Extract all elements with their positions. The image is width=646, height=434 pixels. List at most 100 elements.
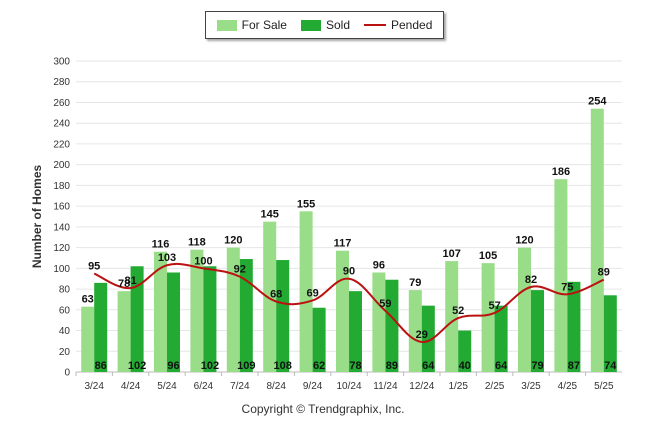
legend-swatch-sold [300,19,321,31]
x-tick-label: 7/24 [230,381,250,392]
bar-for-sale [518,247,531,372]
x-tick-label: 5/25 [594,381,614,392]
x-tick-label: 2/25 [485,381,505,392]
y-tick-label: 260 [53,98,70,109]
data-label-pended: 68 [270,289,282,301]
x-tick-label: 11/24 [373,381,398,392]
bar-sold [494,305,508,372]
data-label-pended: 75 [561,281,573,293]
bar-sold [421,305,435,372]
data-label-for-sale: 79 [409,277,421,289]
bar-for-sale [445,261,459,372]
bar-sold [130,266,144,372]
data-label-for-sale: 117 [334,238,352,250]
data-label-sold: 87 [568,360,580,372]
data-label-pended: 82 [525,274,537,286]
y-tick-label: 80 [59,285,71,296]
data-label-sold: 79 [531,360,543,372]
data-label-for-sale: 120 [515,235,533,247]
y-tick-label: 180 [53,181,70,192]
data-label-for-sale: 186 [552,166,570,178]
legend-swatch-pended [364,24,386,26]
data-label-sold: 102 [128,360,146,372]
y-tick-label: 140 [53,222,70,233]
bar-sold [239,259,253,372]
y-tick-label: 220 [53,139,70,150]
x-tick-label: 12/24 [409,381,434,392]
data-label-pended: 69 [306,287,318,299]
legend-item-sold[interactable]: Sold [300,18,350,32]
bar-sold [167,272,180,372]
data-label-pended: 52 [452,305,464,317]
legend-item-pended[interactable]: Pended [364,18,432,32]
data-label-for-sale: 120 [224,235,242,247]
data-label-sold: 78 [349,360,361,372]
x-tick-label: 4/24 [121,381,141,392]
data-label-pended: 89 [598,267,610,279]
data-label-for-sale: 96 [373,259,385,271]
data-label-sold: 64 [422,360,435,372]
x-tick-label: 9/24 [303,381,323,392]
data-label-sold: 64 [495,360,508,372]
data-label-sold: 109 [237,360,255,372]
bar-sold [276,260,290,372]
y-tick-label: 0 [64,368,70,379]
bar-for-sale [81,306,95,372]
bar-sold [203,266,217,372]
bar-sold [567,281,581,372]
x-tick-label: 3/24 [84,381,104,392]
bar-for-sale [190,249,204,372]
line-pended [93,262,605,343]
y-axis-title: Number of Homes [30,165,44,269]
data-label-sold: 102 [201,360,219,372]
data-label-pended: 59 [379,298,391,310]
data-label-sold: 96 [167,360,179,372]
data-label-sold: 74 [604,360,617,372]
bar-for-sale [554,179,568,372]
data-label-sold: 89 [386,360,398,372]
data-label-for-sale: 63 [82,294,94,306]
bar-for-sale [408,290,422,372]
data-label-pended: 100 [194,255,212,267]
bar-sold [94,282,108,372]
data-label-pended: 57 [488,300,500,312]
legend-label-pended: Pended [391,18,433,32]
data-label-pended: 29 [416,329,428,341]
x-tick-label: 4/25 [558,381,578,392]
bar-for-sale [299,211,313,372]
data-label-for-sale: 254 [588,96,607,108]
data-label-for-sale: 107 [443,248,461,260]
y-tick-label: 200 [53,160,70,171]
legend-label-sold: Sold [325,18,350,32]
x-tick-label: 10/24 [336,381,361,392]
data-label-for-sale: 145 [261,209,279,221]
data-label-pended: 95 [88,261,100,273]
copyright-text: Copyright © Trendgraphix, Inc. [241,402,405,416]
x-tick-label: 5/24 [157,381,177,392]
data-label-pended: 90 [343,266,355,278]
bar-sold [349,291,362,372]
legend: For Sale Sold Pended [205,11,444,39]
bar-sold [603,295,617,372]
legend-label-for-sale: For Sale [241,18,287,32]
bar-for-sale [263,221,277,372]
data-label-sold: 62 [313,360,325,372]
y-tick-label: 280 [53,77,70,88]
bar-for-sale [117,291,131,372]
bar-for-sale [154,251,167,372]
y-tick-label: 300 [53,57,70,68]
x-tick-label: 3/25 [521,381,541,392]
data-label-sold: 108 [274,360,292,372]
data-label-pended: 103 [158,252,176,264]
data-label-for-sale: 78 [118,278,130,290]
bar-sold [385,279,399,372]
legend-swatch-for-sale [216,19,237,31]
data-label-sold: 86 [95,360,107,372]
y-tick-label: 40 [59,326,71,337]
bar-for-sale [481,263,495,372]
data-label-pended: 81 [124,275,136,287]
y-tick-label: 240 [53,119,70,130]
x-tick-label: 6/24 [194,381,214,392]
data-label-sold: 40 [459,360,471,372]
legend-item-for-sale[interactable]: For Sale [216,18,287,32]
